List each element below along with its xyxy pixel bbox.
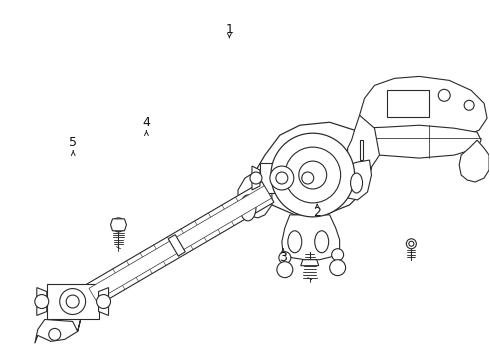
Polygon shape [360,140,363,160]
Circle shape [285,147,341,203]
Polygon shape [37,288,47,315]
Circle shape [332,249,343,261]
Circle shape [276,172,288,184]
Polygon shape [98,288,108,315]
Ellipse shape [288,231,302,253]
Circle shape [66,295,79,308]
Circle shape [279,252,291,264]
Circle shape [302,172,314,184]
Polygon shape [360,76,487,138]
Polygon shape [358,125,481,158]
Text: 1: 1 [225,23,233,36]
Circle shape [250,172,262,184]
Text: 3: 3 [279,251,287,264]
Ellipse shape [315,231,329,253]
Polygon shape [89,186,271,301]
Polygon shape [459,140,489,182]
Polygon shape [47,284,98,319]
Polygon shape [255,122,371,215]
Text: 2: 2 [313,207,321,220]
Circle shape [438,89,450,101]
Circle shape [97,294,111,309]
Ellipse shape [350,173,363,193]
Polygon shape [35,319,81,343]
Circle shape [330,260,345,276]
Circle shape [409,241,414,246]
Circle shape [60,289,86,315]
Polygon shape [388,90,429,117]
Circle shape [271,133,355,217]
Polygon shape [168,235,185,256]
Polygon shape [304,166,312,190]
Text: 4: 4 [143,116,150,129]
Circle shape [299,161,327,189]
Polygon shape [282,215,340,260]
Polygon shape [347,115,379,170]
Polygon shape [252,166,260,190]
Circle shape [464,100,474,110]
Polygon shape [238,172,272,218]
Text: 5: 5 [69,136,77,149]
Circle shape [270,166,294,190]
Polygon shape [111,219,126,231]
Polygon shape [260,163,304,193]
Ellipse shape [240,195,256,221]
Circle shape [49,328,61,340]
Polygon shape [87,182,274,305]
Polygon shape [301,260,318,266]
Circle shape [277,262,293,278]
Polygon shape [342,160,371,200]
Circle shape [35,294,49,309]
Circle shape [406,239,416,249]
